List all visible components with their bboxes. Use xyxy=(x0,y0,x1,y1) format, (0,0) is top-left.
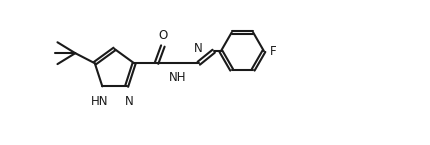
Text: O: O xyxy=(159,29,168,42)
Text: N: N xyxy=(125,95,133,108)
Text: N: N xyxy=(194,42,203,55)
Text: NH: NH xyxy=(169,71,187,84)
Text: HN: HN xyxy=(91,95,109,108)
Text: F: F xyxy=(270,45,277,58)
